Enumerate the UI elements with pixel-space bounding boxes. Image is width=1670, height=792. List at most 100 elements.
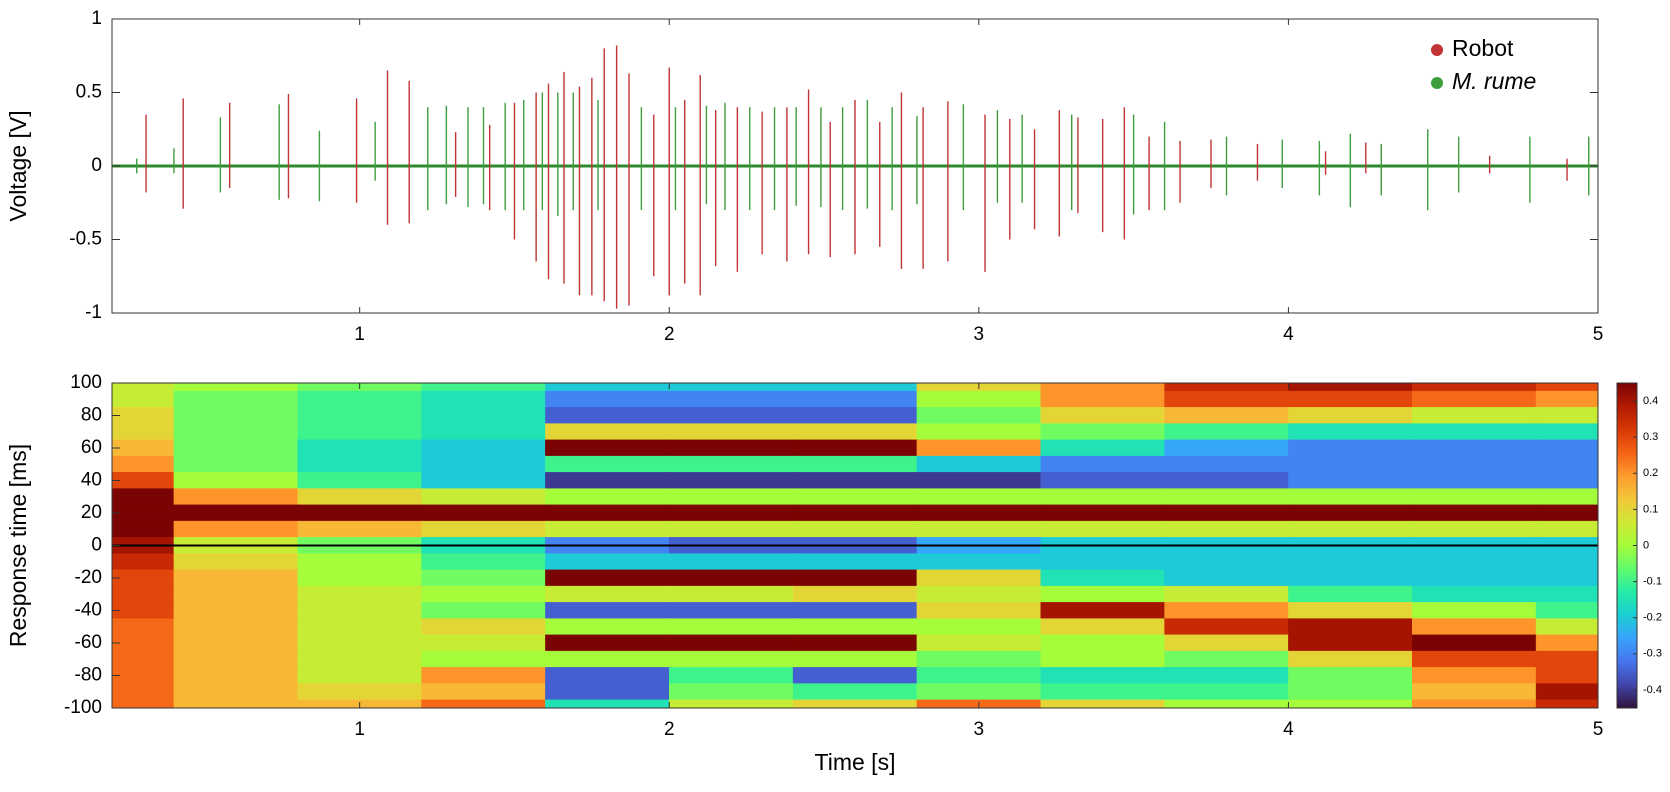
- heatmap-cell: [173, 650, 299, 669]
- heatmap-cell: [421, 683, 547, 701]
- heatmap-cell: [1164, 634, 1290, 652]
- colorbar-tick-label: -0.2: [1643, 612, 1662, 624]
- heatmap-cell: [173, 439, 299, 457]
- heatmap-cell: [1535, 683, 1598, 701]
- heatmap-cell: [1164, 569, 1290, 587]
- legend-marker: [1431, 44, 1443, 56]
- heatmap-cell: [1040, 520, 1166, 539]
- x-tick-label: 2: [664, 719, 675, 740]
- heatmap-cell: [421, 569, 547, 587]
- heatmap-cell: [1412, 683, 1537, 701]
- heatmap-cell: [916, 390, 1042, 409]
- heatmap-cell: [173, 455, 299, 474]
- heatmap-cell: [1288, 634, 1413, 652]
- heatmap-cell: [916, 455, 1042, 474]
- heatmap-cell: [421, 650, 547, 669]
- heatmap-cell: [1412, 699, 1537, 708]
- heatmap-cell: [1535, 455, 1598, 474]
- heatmap-cell: [421, 618, 547, 636]
- heatmap-cell: [1535, 488, 1598, 506]
- heatmap-cell: [112, 383, 175, 392]
- heatmap-cell: [916, 488, 1042, 506]
- heatmap-cell: [1412, 667, 1537, 685]
- heatmap-cell: [1164, 383, 1290, 392]
- heatmap-cell: [1535, 439, 1598, 457]
- heatmap-cell: [545, 650, 671, 669]
- heatmap-cell: [1164, 667, 1290, 685]
- heatmap-cell: [1164, 585, 1290, 604]
- y-tick-label: 1: [91, 8, 102, 29]
- heatmap-cell: [1040, 618, 1166, 636]
- heatmap-cell: [545, 699, 671, 708]
- heatmap-cell: [1288, 618, 1413, 636]
- heatmap-cell: [669, 618, 794, 636]
- heatmap-cell: [545, 504, 671, 522]
- heatmap-cell: [1040, 488, 1166, 506]
- heatmap-cell: [1535, 585, 1598, 604]
- heatmap-cell: [1040, 553, 1166, 571]
- heatmap-cell: [1164, 390, 1290, 409]
- heatmap-cell: [1164, 650, 1290, 669]
- heatmap-cell: [1164, 407, 1290, 425]
- heatmap-cell: [1288, 553, 1413, 571]
- heatmap-cell: [545, 634, 671, 652]
- heatmap-cell: [545, 602, 671, 620]
- heatmap-cell: [112, 504, 175, 522]
- heatmap-cell: [669, 650, 794, 669]
- heatmap-cell: [669, 569, 794, 587]
- heatmap-cell: [669, 383, 794, 392]
- heatmap-cell: [112, 699, 175, 708]
- heatmap-cell: [421, 472, 547, 490]
- heatmap-cell: [297, 569, 423, 587]
- heatmap-cell: [545, 383, 671, 392]
- heatmap-cell: [916, 504, 1042, 522]
- y-tick-label: 0: [91, 155, 102, 176]
- heatmap-cell: [112, 634, 175, 652]
- x-tick-label: 4: [1283, 719, 1294, 740]
- heatmap-cell: [792, 553, 918, 571]
- heatmap-cell: [112, 439, 175, 457]
- heatmap-cell: [112, 618, 175, 636]
- heatmap-cell: [792, 472, 918, 490]
- heatmap-cell: [421, 455, 547, 474]
- heatmap-cell: [112, 683, 175, 701]
- heatmap-cell: [421, 699, 547, 708]
- heatmap-cell: [1040, 472, 1166, 490]
- heatmap-cell: [545, 423, 671, 441]
- heatmap-cell: [1164, 504, 1290, 522]
- heatmap-cell: [1535, 423, 1598, 441]
- heatmap-cell: [1535, 390, 1598, 409]
- heatmap-cell: [421, 667, 547, 685]
- heatmap-cell: [669, 488, 794, 506]
- heatmap-cell: [1164, 439, 1290, 457]
- heatmap-cell: [1040, 407, 1166, 425]
- heatmap-cell: [916, 520, 1042, 539]
- heatmap-cell: [1288, 455, 1413, 474]
- y-tick-label: -100: [64, 697, 102, 718]
- heatmap-cell: [545, 455, 671, 474]
- heatmap-cell: [792, 504, 918, 522]
- heatmap-cell: [669, 520, 794, 539]
- heatmap-cell: [297, 439, 423, 457]
- colorbar-tick-label: -0.4: [1643, 684, 1662, 696]
- y-tick-label: 20: [81, 502, 102, 523]
- heatmap-cell: [669, 602, 794, 620]
- heatmap-cell: [297, 618, 423, 636]
- heatmap-cell: [1040, 569, 1166, 587]
- heatmap-cell: [916, 634, 1042, 652]
- heatmap-cell: [545, 407, 671, 425]
- heatmap-cell: [112, 585, 175, 604]
- colorbar-tick-label: 0: [1643, 539, 1649, 551]
- heatmap-cell: [545, 585, 671, 604]
- heatmap-cell: [1288, 650, 1413, 669]
- heatmap-cell: [1412, 504, 1537, 522]
- heatmap-cell: [916, 553, 1042, 571]
- heatmap-cell: [1412, 455, 1537, 474]
- heatmap-cell: [297, 553, 423, 571]
- heatmap-cell: [1412, 390, 1537, 409]
- heatmap-cell: [112, 553, 175, 571]
- heatmap-cell: [1535, 472, 1598, 490]
- heatmap-cell: [792, 439, 918, 457]
- heatmap-cell: [1288, 602, 1413, 620]
- heatmap-cell: [1288, 383, 1413, 392]
